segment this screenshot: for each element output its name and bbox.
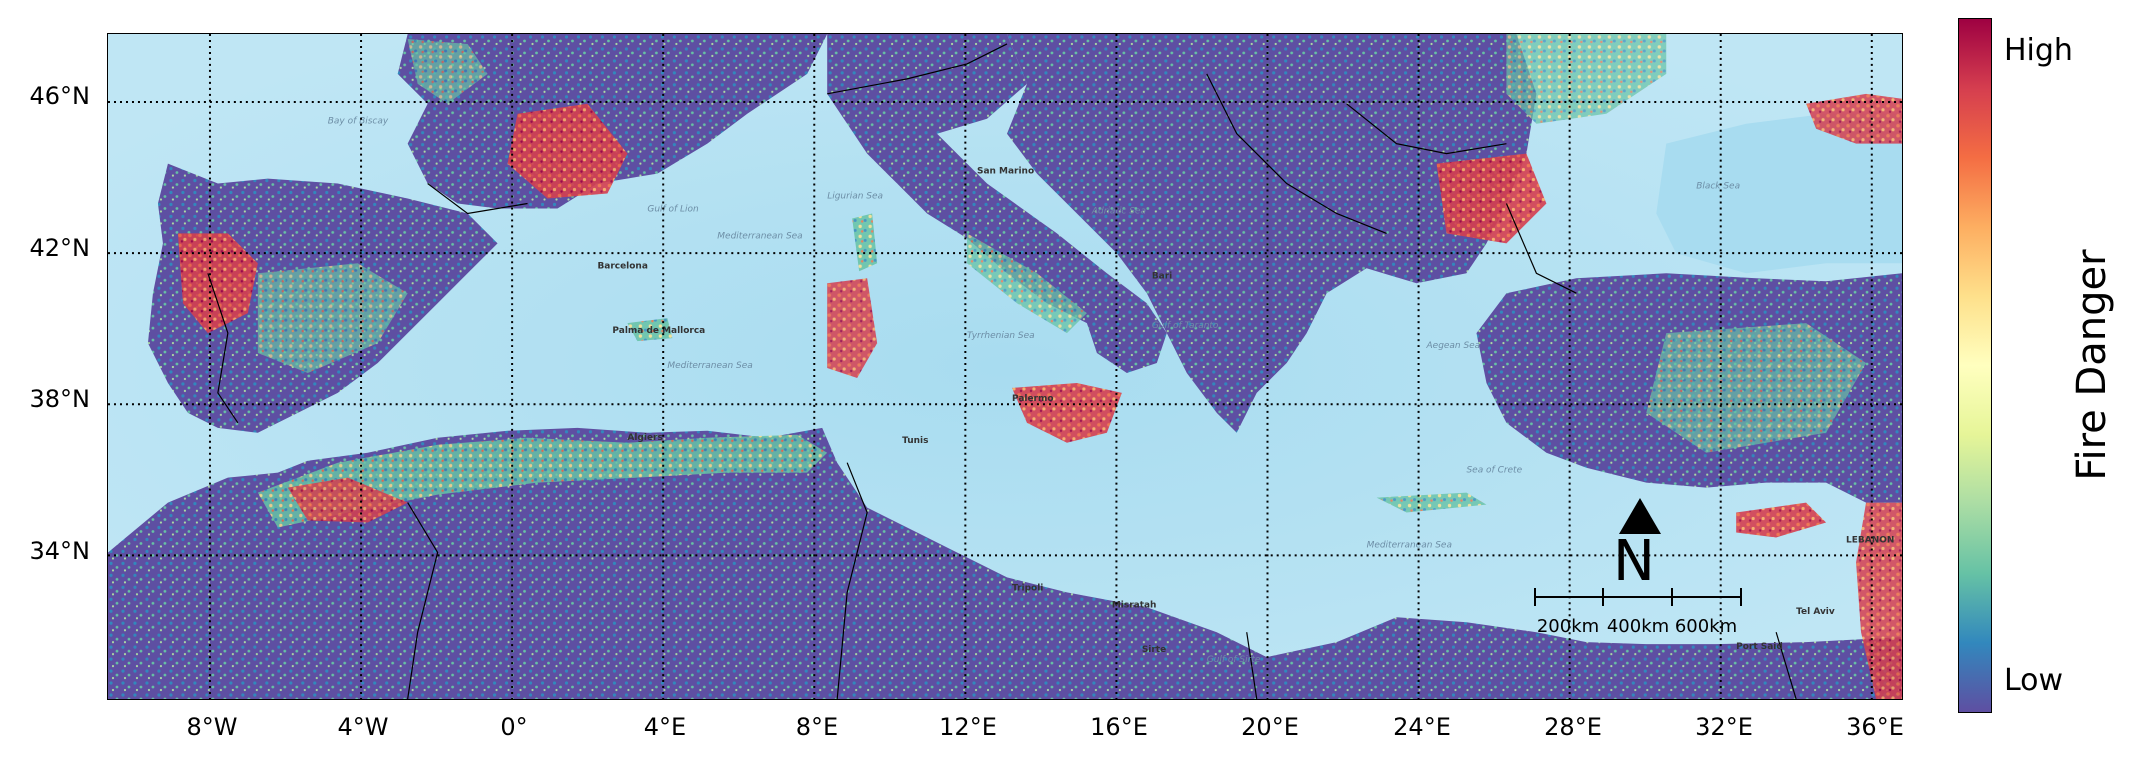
label-gulf-of-lion: Gulf of Lion	[647, 204, 699, 214]
lon-label-4w: 4°W	[337, 713, 389, 741]
black-sea	[1656, 113, 1902, 274]
land-france-warm	[407, 38, 488, 104]
land-anatolia-warm	[1646, 323, 1867, 453]
land-atlas-warm	[257, 434, 828, 528]
colorbar-high-label: High	[2004, 33, 2073, 68]
colorbar	[1958, 18, 1992, 713]
label-sirte: Sirte	[1142, 645, 1166, 655]
scale-bar	[1534, 588, 1742, 606]
label-gulf-of-taranto: Gulf of Taranto	[1152, 321, 1219, 331]
label-bay-of-biscay: Bay of Biscay	[328, 117, 389, 127]
land-iberia-warm	[257, 263, 408, 373]
label-algiers: Algiers	[627, 433, 662, 443]
land-north-africa	[108, 427, 1902, 699]
label-palermo: Palermo	[1012, 394, 1054, 404]
lon-label-12e: 12°E	[939, 713, 997, 741]
land-france-hot	[507, 103, 628, 199]
country-borders	[207, 43, 1797, 699]
label-gulf-of-sirte: Gulf of Sirte	[1207, 655, 1261, 665]
lon-label-36e: 36°E	[1846, 713, 1904, 741]
land-crimea	[1806, 93, 1902, 144]
label-mediterranean-sea-e: Mediterranean Sea	[1367, 540, 1452, 550]
lon-label-8e: 8°E	[795, 713, 839, 741]
label-misratah: Misratah	[1112, 600, 1157, 610]
label-tel-aviv: Tel Aviv	[1796, 607, 1835, 617]
lat-label-42n: 42°N	[29, 234, 91, 262]
label-port-said: Port Said	[1736, 642, 1783, 652]
north-arrow-label: N	[1613, 529, 1655, 594]
lat-label-34n: 34°N	[29, 537, 91, 565]
label-mediterranean-sea-w: Mediterranean Sea	[717, 231, 802, 241]
lon-label-8w: 8°W	[186, 713, 238, 741]
land-balkans	[1006, 34, 1537, 433]
land-france	[397, 34, 828, 209]
land-balkans-hot	[1436, 153, 1547, 244]
north-arrow-icon	[1619, 498, 1661, 534]
label-tripoli: Tripoli	[1012, 583, 1043, 593]
label-adriatic-sea: Adriatic Sea	[1091, 206, 1146, 216]
lon-label-16e: 16°E	[1090, 713, 1148, 741]
label-mediterranean-sea-c: Mediterranean Sea	[667, 361, 752, 371]
land-iberia-hot	[177, 233, 258, 334]
lat-label-38n: 38°N	[29, 385, 91, 413]
lat-label-46n: 46°N	[29, 82, 91, 110]
label-san-marino: San Marino	[977, 167, 1034, 177]
lon-label-4e: 4°E	[643, 713, 687, 741]
land-atlas-hot	[287, 477, 408, 523]
scalebar-label-400km: 400km	[1606, 616, 1670, 637]
fire-danger-map: Bay of Biscay Gulf of Lion Mediterranean…	[108, 34, 1902, 699]
label-black-sea: Black Sea	[1696, 182, 1740, 192]
label-bari: Bari	[1152, 271, 1172, 281]
lon-label-32e: 32°E	[1695, 713, 1753, 741]
map-area[interactable]: Bay of Biscay Gulf of Lion Mediterranean…	[107, 33, 1903, 700]
label-sea-of-crete: Sea of Crete	[1466, 466, 1522, 476]
land-crete	[1376, 492, 1487, 513]
lon-label-28e: 28°E	[1544, 713, 1602, 741]
colorbar-title: Fire Danger	[2069, 249, 2115, 481]
scalebar-label-600km: 600km	[1674, 616, 1738, 637]
label-lebanon: LEBANON	[1846, 535, 1894, 545]
land-italy	[827, 34, 1167, 373]
label-barcelona: Barcelona	[597, 261, 647, 271]
land-sicily	[1011, 382, 1122, 443]
lon-label-0: 0°	[500, 713, 528, 741]
land-balearic	[627, 318, 673, 342]
label-ligurian-sea: Ligurian Sea	[827, 192, 883, 202]
scalebar-label-200km: 200km	[1536, 616, 1600, 637]
land-italy-warm	[967, 233, 1087, 334]
label-tunis: Tunis	[902, 436, 928, 446]
label-palma: Palma de Mallorca	[612, 326, 705, 336]
land-corsica	[852, 213, 878, 272]
lon-label-24e: 24°E	[1393, 713, 1451, 741]
land-levant	[1856, 502, 1902, 699]
colorbar-low-label: Low	[2004, 663, 2064, 698]
label-aegean-sea: Aegean Sea	[1426, 341, 1481, 351]
land-sardinia	[827, 278, 878, 378]
label-tyrrhenian-sea: Tyrrhenian Sea	[967, 331, 1035, 341]
lon-label-20e: 20°E	[1241, 713, 1299, 741]
land-cyprus	[1736, 502, 1827, 538]
